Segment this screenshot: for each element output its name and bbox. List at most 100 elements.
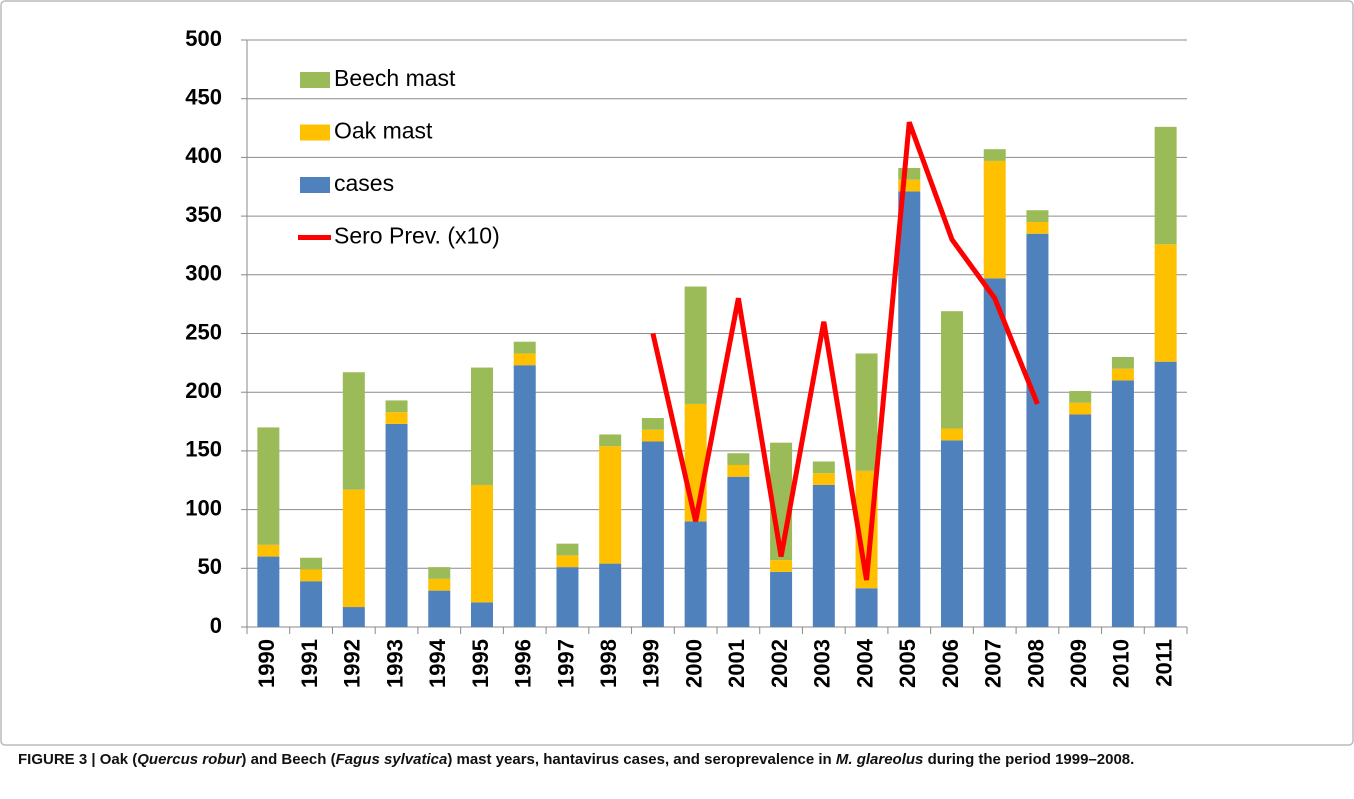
bar-segment [599,434,622,447]
bar-segment [983,278,1006,627]
bar-segment [513,353,536,366]
y-tick-label: 0 [210,613,222,638]
bar-segment [556,555,579,568]
y-tick-label: 300 [185,261,222,286]
caption-text: Fagus sylvatica [335,751,448,768]
x-tick-label: 1991 [297,639,322,688]
bar-segment [941,311,963,429]
x-tick-label: 2003 [810,639,835,688]
frame [0,0,1354,746]
legend-label: Beech mast [334,65,456,91]
bar-segment [513,341,536,354]
caption-text: during the period 1999–2008. [923,751,1135,768]
bar-segment [1069,414,1092,627]
bar-segment [257,427,280,545]
bar-segment [983,160,1006,279]
bar-segment [300,569,323,582]
bar-segment [599,446,622,564]
bar-segment [513,365,536,627]
bar-segment [812,461,835,474]
bar-segment [257,556,280,627]
caption-text: FIGURE 3 | Oak ( [18,751,138,768]
x-tick-label: 1997 [553,639,578,688]
bar-segment [1026,233,1049,627]
x-tick-label: 2010 [1109,639,1134,688]
bar-segment [428,590,451,627]
bar-segment [855,353,878,471]
caption-text: ) mast years, hantavirus cases, and sero… [447,751,836,768]
y-tick-label: 350 [185,202,222,227]
y-tick-label: 450 [185,85,222,110]
bar-segment [641,418,664,430]
x-tick-label: 2001 [724,639,749,688]
bar-segment [727,453,750,465]
x-tick-label: 1998 [596,639,621,688]
bar-segment [428,578,451,591]
bar-segment [300,581,323,627]
bar-segment [898,167,921,180]
bar-segment [385,423,408,627]
legend-swatch [300,124,330,141]
bar-segment [599,563,622,627]
bar-segment [342,372,365,490]
x-tick-label: 2011 [1151,639,1176,687]
line-series [650,121,1040,581]
bar-segment [770,560,793,572]
bar-segment [684,403,707,522]
bar-segment [556,543,579,556]
y-tick-label: 100 [185,495,222,520]
caption: FIGURE 3 | Oak (Quercus robur) and Beech… [18,748,1318,772]
bar-segment [727,464,750,477]
bar-segment [471,367,493,485]
bar-segment [898,191,921,628]
y-tick-label: 150 [185,437,222,462]
x-tick-label: 1992 [340,639,365,688]
bar-segment [556,567,579,627]
bar-segment [1026,210,1049,222]
y-tick-label: 500 [185,26,222,51]
x-tick-label: 1993 [382,639,407,688]
x-tick-label: 1990 [254,639,279,688]
y-tick-label: 50 [198,554,222,579]
x-tick-label: 2007 [981,639,1006,688]
bar-segment [1026,221,1049,234]
bar-segment [983,149,1006,161]
caption-text: M. glareolus [835,751,924,768]
bar-segment [1154,126,1177,245]
bar-segment [385,412,408,424]
bar-segment [428,567,451,579]
caption-text: Quercus robur [137,751,242,768]
bar-segment [770,571,793,627]
bar-segment [342,489,365,608]
x-tick-label: 1994 [425,638,450,688]
y-tick-label: 200 [185,378,222,403]
bar-segment [1111,380,1134,627]
legend-swatch [300,72,330,88]
bar-segment [812,473,835,485]
bar-segment [342,607,365,627]
y-tick-label: 400 [185,143,222,168]
bar-segment [1154,244,1177,362]
bar-segment [898,179,921,192]
bar-segment [941,428,963,441]
legend-swatch [300,177,330,193]
bar-segment [727,476,750,627]
bar-segment [1069,402,1092,415]
legend-label: Sero Prev. (x10) [334,223,500,249]
bar-segment [1154,361,1177,627]
bar-segment [471,484,493,603]
bar-segment [1069,391,1092,403]
x-tick-label: 2005 [895,639,920,688]
x-tick-label: 2009 [1066,639,1091,688]
bar-segment [471,602,493,627]
bar-segment [941,440,963,627]
caption-text: ) and Beech ( [241,751,336,768]
x-tick-label: 2002 [767,639,792,688]
legend-label: Oak mast [334,118,433,144]
x-tick-label: 1995 [468,639,493,688]
bar-segment [1111,368,1134,381]
bar-segment [684,286,707,404]
x-tick-label: 1996 [511,639,536,688]
